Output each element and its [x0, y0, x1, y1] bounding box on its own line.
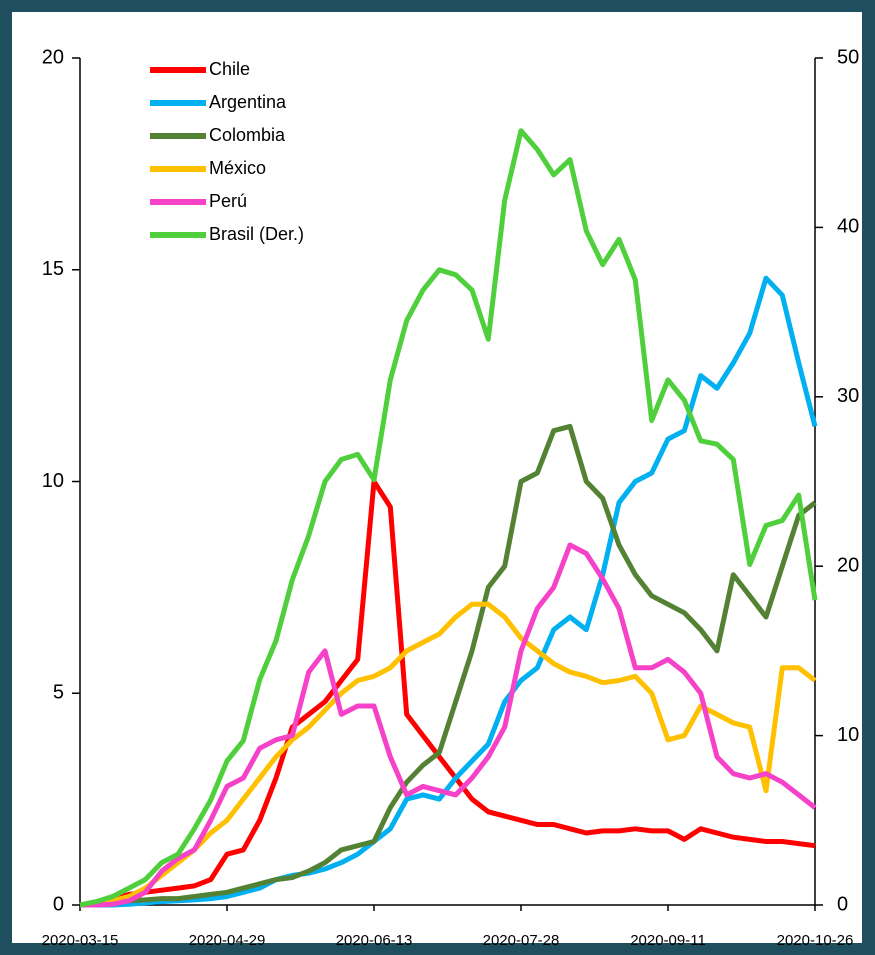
series-line — [79, 128, 818, 908]
y2-tick-label: 0 — [837, 893, 848, 915]
legend-label: Argentina — [209, 92, 287, 112]
y2-tick-label: 40 — [837, 216, 859, 238]
x-tick-label: 2020-04-29 — [189, 932, 266, 949]
y2-tick-label: 20 — [837, 554, 859, 576]
y-tick-label: 0 — [53, 893, 64, 915]
legend-label: México — [209, 158, 266, 178]
x-tick-label: 2020-07-28 — [483, 932, 560, 949]
y-tick-label: 5 — [53, 682, 64, 704]
series-line — [80, 275, 818, 908]
y2-tick-label: 50 — [837, 46, 859, 68]
y-tick-label: 20 — [42, 46, 64, 68]
y2-tick-label: 30 — [837, 385, 859, 407]
y-tick-label: 10 — [42, 470, 64, 492]
x-tick-label: 2020-09-11 — [630, 932, 706, 949]
x-tick-label: 2020-03-15 — [42, 932, 119, 949]
legend-label: Chile — [209, 59, 250, 79]
y2-tick-label: 10 — [837, 724, 859, 746]
legend-label: Brasil (Der.) — [209, 224, 304, 244]
series-line — [80, 542, 817, 908]
legend-label: Perú — [209, 191, 247, 211]
legend-label: Colombia — [209, 125, 286, 145]
y-tick-label: 15 — [42, 258, 64, 280]
series-line — [79, 601, 817, 908]
x-tick-label: 2020-10-26 — [777, 932, 854, 949]
series-line — [79, 423, 817, 908]
series-line — [79, 479, 816, 908]
x-tick-label: 2020-06-13 — [336, 932, 413, 949]
